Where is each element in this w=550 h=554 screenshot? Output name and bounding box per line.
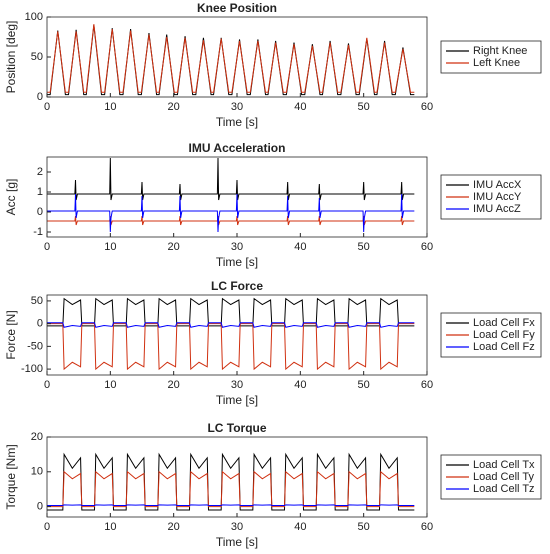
legend-label: IMU AccZ: [473, 203, 521, 215]
data-line: [47, 322, 415, 328]
chart-title: LC Torque: [207, 421, 266, 435]
legend-label: Load Cell Ty: [473, 471, 534, 483]
y-tick-label: -100: [21, 363, 43, 375]
x-tick-label: 30: [231, 101, 243, 113]
x-tick-label: 60: [421, 379, 433, 391]
y-tick-label: 10: [31, 466, 43, 478]
chart-title: IMU Acceleration: [189, 141, 286, 155]
y-tick-label: 50: [31, 51, 43, 63]
y-tick-label: 100: [25, 11, 43, 23]
x-tick-label: 50: [358, 379, 370, 391]
x-tick-label: 40: [294, 241, 306, 253]
x-tick-label: 50: [358, 101, 370, 113]
legend-box: [440, 40, 542, 74]
data-line: [47, 24, 415, 93]
x-tick-label: 50: [358, 241, 370, 253]
data-line: [47, 193, 415, 233]
x-tick-label: 20: [168, 241, 180, 253]
data-line: [47, 297, 415, 327]
y-axis-label: Torque [Nm]: [4, 444, 18, 509]
y-tick-label: -1: [33, 226, 43, 238]
x-tick-label: 20: [168, 101, 180, 113]
x-tick-label: 40: [294, 379, 306, 391]
x-tick-label: 30: [231, 379, 243, 391]
y-tick-label: 0: [37, 206, 43, 218]
x-tick-label: 20: [168, 379, 180, 391]
x-tick-label: 10: [104, 101, 116, 113]
x-tick-label: 50: [358, 521, 370, 533]
data-line: [47, 157, 415, 201]
x-tick-label: 40: [294, 101, 306, 113]
x-tick-label: 0: [44, 241, 50, 253]
x-tick-label: 60: [421, 521, 433, 533]
x-tick-label: 20: [168, 521, 180, 533]
y-axis-label: Force [N]: [4, 310, 18, 359]
x-axis-label: Time [s]: [216, 393, 258, 407]
legend-label: Right Knee: [473, 45, 527, 57]
legend-label: Left Knee: [473, 57, 520, 69]
x-tick-label: 60: [421, 241, 433, 253]
y-tick-label: 2: [37, 166, 43, 178]
legend-box: [440, 174, 542, 220]
y-tick-label: 0: [37, 318, 43, 330]
x-tick-label: 10: [104, 241, 116, 253]
y-axis-label: Acc [g]: [4, 179, 18, 216]
legend-label: Load Cell Tx: [473, 459, 535, 471]
legend-label: Load Cell Fy: [473, 329, 535, 341]
chart-title: Knee Position: [197, 1, 277, 15]
y-tick-label: 50: [31, 295, 43, 307]
x-tick-label: 30: [231, 241, 243, 253]
y-tick-label: 20: [31, 431, 43, 443]
x-tick-label: 0: [44, 101, 50, 113]
legend-label: Load Cell Fx: [473, 317, 535, 329]
y-tick-label: 1: [37, 186, 43, 198]
legend-label: Load Cell Tz: [473, 483, 535, 495]
plot-area: [47, 437, 427, 517]
y-tick-label: -50: [27, 340, 43, 352]
legend-label: Load Cell Fz: [473, 341, 535, 353]
data-line: [47, 470, 415, 508]
legend-label: IMU AccY: [473, 191, 522, 203]
x-tick-label: 0: [44, 521, 50, 533]
x-tick-label: 30: [231, 521, 243, 533]
x-axis-label: Time [s]: [216, 115, 258, 129]
legend-label: IMU AccX: [473, 179, 522, 191]
chart-title: LC Force: [211, 279, 263, 293]
x-tick-label: 0: [44, 379, 50, 391]
data-line: [47, 504, 415, 507]
x-tick-label: 40: [294, 521, 306, 533]
x-axis-label: Time [s]: [216, 255, 258, 269]
x-tick-label: 60: [421, 101, 433, 113]
y-tick-label: 0: [37, 500, 43, 512]
plot-area: [47, 295, 427, 375]
y-tick-label: 0: [37, 91, 43, 103]
y-axis-label: Position [deg]: [4, 21, 18, 94]
x-tick-label: 10: [104, 379, 116, 391]
x-axis-label: Time [s]: [216, 535, 258, 549]
data-line: [47, 323, 415, 371]
x-tick-label: 10: [104, 521, 116, 533]
